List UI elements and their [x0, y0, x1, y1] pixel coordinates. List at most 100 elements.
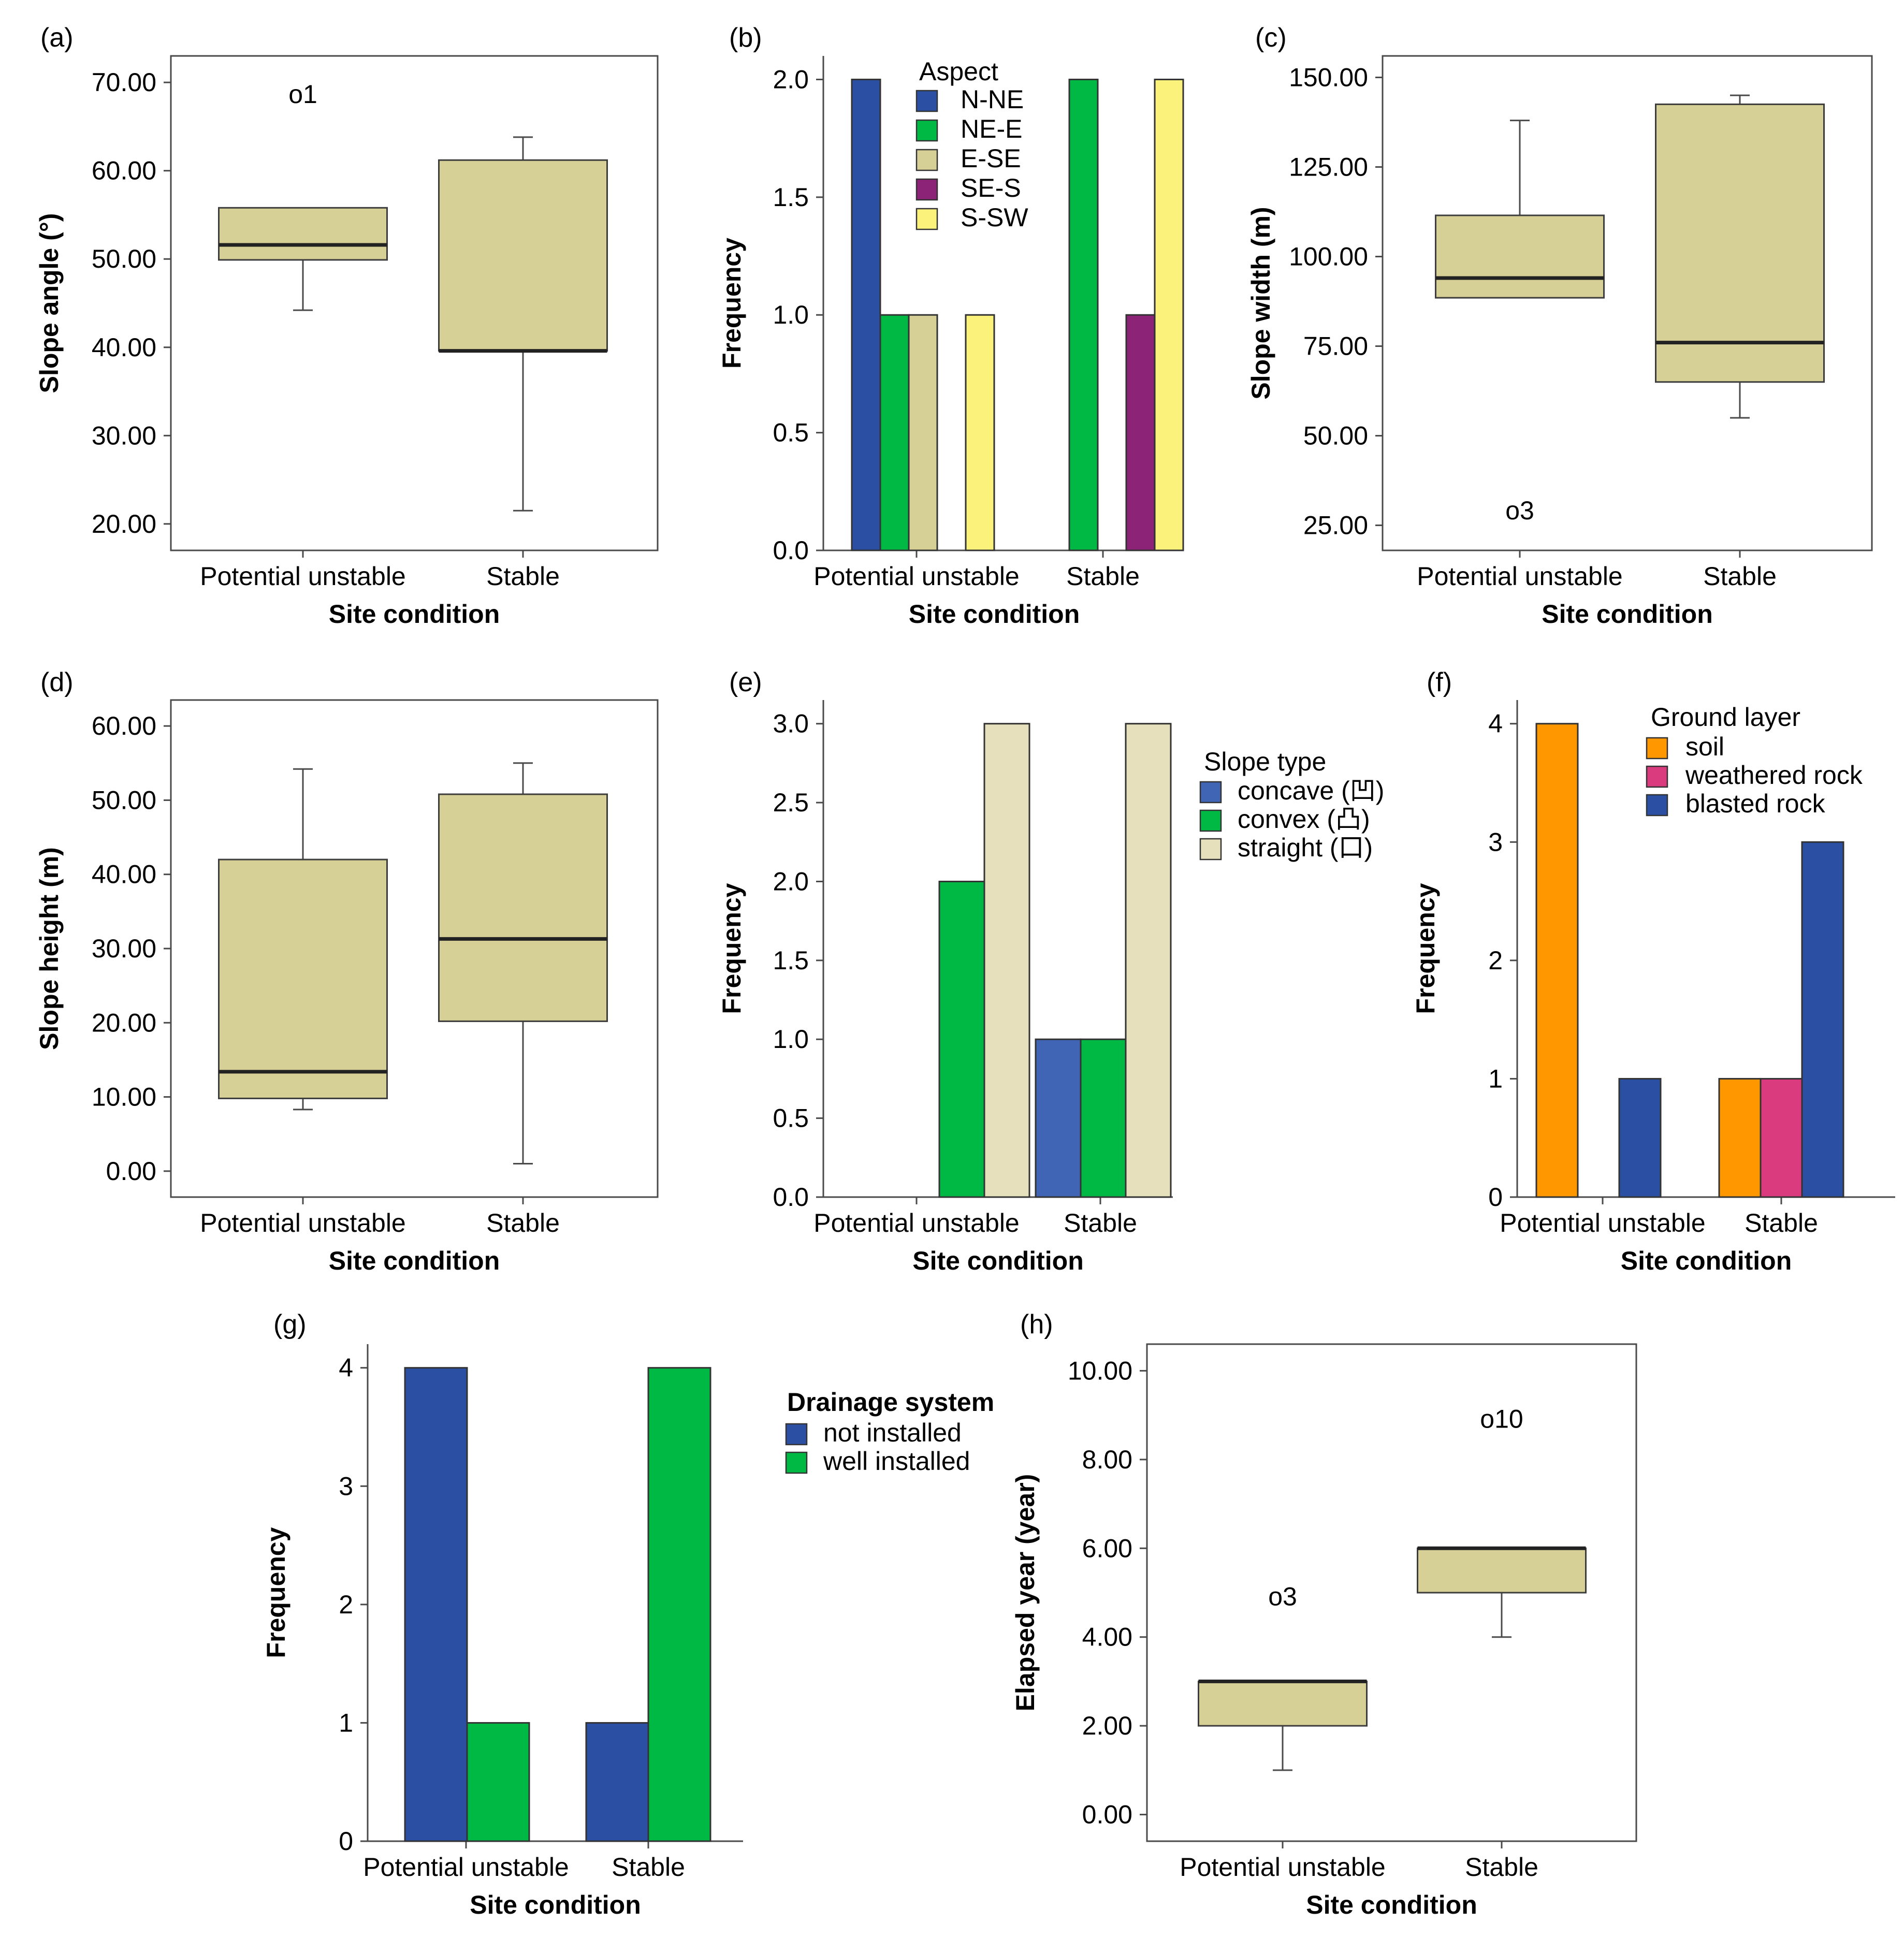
y-tick-label: 2 [1488, 946, 1503, 975]
box-body [1417, 1547, 1587, 1594]
bar-n-ne-0 [851, 78, 881, 551]
panel-b: (b) 0.0 0.5 1.0 1.5 2.0 Potential unstable Stab… [717, 23, 1184, 629]
y-tick-label: 0 [1488, 1183, 1503, 1212]
panel-letter: (e) [729, 667, 762, 697]
legend-label: convex (凸) [1238, 805, 1370, 834]
y-tick-label: 50.00 [1303, 421, 1368, 450]
legend-title: Ground layer [1651, 703, 1800, 732]
y-tick-label: 0.5 [773, 418, 809, 447]
plot-frame [1382, 55, 1873, 551]
x-tick-label: Potential unstable [200, 1208, 406, 1237]
legend-label: S-SW [961, 203, 1028, 232]
y-tick-label: 6.00 [1082, 1534, 1132, 1563]
legend-swatch [915, 149, 938, 171]
panel-letter: (b) [729, 23, 762, 53]
y-tick-label: 25.00 [1303, 511, 1368, 540]
y-tick-label: 2.00 [1082, 1711, 1132, 1740]
x-tick-label: Stable [1066, 562, 1140, 591]
bar-convex-0 [938, 880, 985, 1198]
y-tick-label: 100.00 [1289, 242, 1368, 271]
x-tick-label: Stable [1703, 562, 1777, 591]
y-tick-label: 75.00 [1303, 332, 1368, 361]
panel-e: (e) 0.0 0.5 1.0 1.5 2.0 2.5 3.0 Potential unstab… [717, 667, 1384, 1275]
legend-swatch [1199, 781, 1222, 804]
box-body [1198, 1680, 1368, 1727]
box-0 [1198, 1679, 1368, 1771]
legend-label: soil [1685, 732, 1724, 761]
x-tick-label: Potential unstable [1500, 1208, 1706, 1237]
legend-label: not installed [823, 1418, 962, 1447]
legend-swatch [915, 208, 938, 230]
panel-d: (d) 0.00 10.00 20.00 30.00 40.00 50.00 60.00 Pot… [35, 667, 659, 1275]
bar-straight-0 [983, 723, 1030, 1198]
y-tick-label: 40.00 [92, 333, 156, 362]
y-tick-label: 4 [339, 1353, 353, 1382]
plot-frame [170, 55, 659, 551]
box-body [1435, 214, 1605, 299]
y-tick-label: 4 [1488, 709, 1503, 738]
bar-well-0 [466, 1722, 530, 1842]
panel-a: (a) 20.00 30.00 40.00 50.00 60.00 70.00 Potenti… [35, 23, 659, 629]
y-axis-title: Slope width (m) [1246, 207, 1275, 399]
y-tick-label: 10.00 [1068, 1356, 1132, 1385]
y-tick-label: 4.00 [1082, 1623, 1132, 1652]
legend-swatch [1646, 794, 1668, 817]
panel-letter: (f) [1427, 667, 1452, 697]
y-axis-title: Frequency [1411, 883, 1440, 1014]
y-axis-title: Slope height (m) [35, 847, 64, 1050]
y-tick-label: 40.00 [92, 860, 156, 889]
x-axis-title: Site condition [1542, 600, 1713, 629]
box-body [438, 159, 608, 352]
x-tick-label: Potential unstable [813, 1208, 1020, 1237]
y-tick-label: 0.5 [773, 1104, 809, 1133]
legend-label: E-SE [961, 144, 1021, 173]
y-tick-label: 10.00 [92, 1083, 156, 1112]
y-tick-label: 20.00 [92, 509, 156, 538]
legend-label: straight (口) [1238, 833, 1373, 862]
legend-swatch [1646, 765, 1668, 788]
y-tick-label: 2.5 [773, 788, 809, 817]
x-tick-label: Stable [486, 1208, 560, 1237]
y-axis-title: Slope angle (°) [35, 213, 64, 394]
outlier-label: o1 [288, 80, 317, 109]
x-tick-label: Potential unstable [813, 562, 1020, 591]
panel-letter: (a) [40, 23, 74, 53]
panel-g: (g) 0 1 2 3 4 Potential unstable Stable Site con… [261, 1309, 994, 1919]
panel-h: (h) 0.00 2.00 4.00 6.00 8.00 10.00 Potential un… [1011, 1309, 1637, 1919]
x-tick-label: Stable [1465, 1853, 1538, 1882]
legend-title: Drainage system [787, 1388, 994, 1417]
y-tick-label: 30.00 [92, 421, 156, 450]
x-tick-label: Potential unstable [1417, 562, 1623, 591]
y-tick-label: 8.00 [1082, 1445, 1132, 1474]
legend-label: blasted rock [1685, 789, 1826, 818]
y-tick-label: 70.00 [92, 68, 156, 97]
bar-weathered-1 [1760, 1077, 1803, 1198]
legend-swatch [1199, 809, 1222, 832]
y-axis-title: Frequency [717, 238, 746, 369]
y-tick-label: 125.00 [1289, 153, 1368, 182]
panel-f: (f) 0 1 2 3 4 Potential unstable Stable Site con… [1411, 667, 1895, 1275]
bar-soil-0 [1535, 723, 1579, 1198]
legend-swatch [915, 119, 938, 142]
x-axis-title: Site condition [909, 600, 1080, 629]
legend-swatch [1646, 737, 1668, 760]
box-body [438, 793, 608, 1022]
outlier-label: o10 [1480, 1405, 1523, 1434]
legend-swatch [785, 1423, 808, 1446]
panel-letter: (h) [1020, 1309, 1053, 1339]
outlier-label: o3 [1505, 496, 1534, 525]
bar-blasted-1 [1801, 841, 1844, 1198]
y-axis-title: Frequency [717, 883, 746, 1014]
y-tick-label: 2.0 [773, 867, 809, 896]
legend-label: SE-S [961, 173, 1021, 202]
x-axis-title: Site condition [470, 1890, 641, 1919]
x-axis-title: Site condition [1621, 1246, 1792, 1275]
panel-letter: (d) [40, 667, 74, 697]
y-tick-label: 150.00 [1289, 63, 1368, 92]
x-tick-label: Potential unstable [1180, 1853, 1386, 1882]
bar-blasted-0 [1618, 1077, 1662, 1198]
